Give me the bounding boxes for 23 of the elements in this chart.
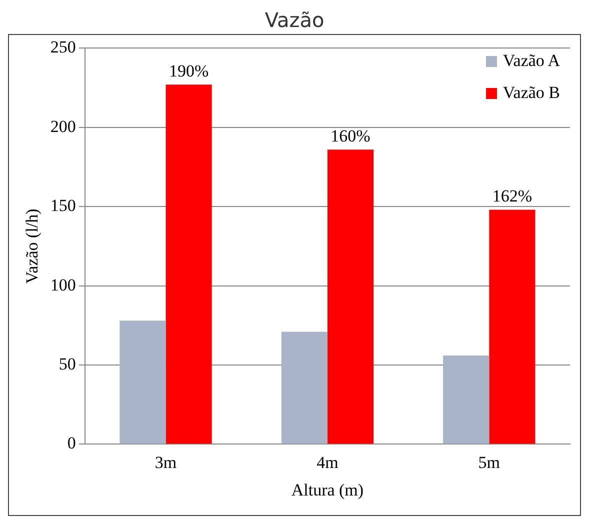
y-tick-label: 250 [50,38,76,57]
bar [166,84,212,444]
y-tick-label: 50 [58,354,76,374]
annotation: 190% [168,62,209,81]
bar [327,150,374,444]
annotation: 162% [492,186,532,206]
x-tick-label: 5m [478,452,500,472]
legend-label: Vazão A [502,51,560,71]
chart-title: Vazão [264,8,326,34]
y-axis-title: Vazão (l/h) [22,208,42,284]
y-tick-label: 200 [50,116,76,136]
y-tick-label: 100 [50,275,76,294]
x-tick-label: 3m [154,452,177,472]
y-tick-label: 0 [67,434,76,453]
annotation: 160% [330,126,370,146]
x-axis-title: Altura (m) [291,480,364,500]
bar [281,332,328,444]
legend-label: Vazão B [502,83,560,103]
y-tick-label: 150 [50,196,76,216]
x-tick-label: 4m [316,452,338,472]
bar [120,320,166,444]
bar [489,210,536,444]
bar [443,355,490,444]
